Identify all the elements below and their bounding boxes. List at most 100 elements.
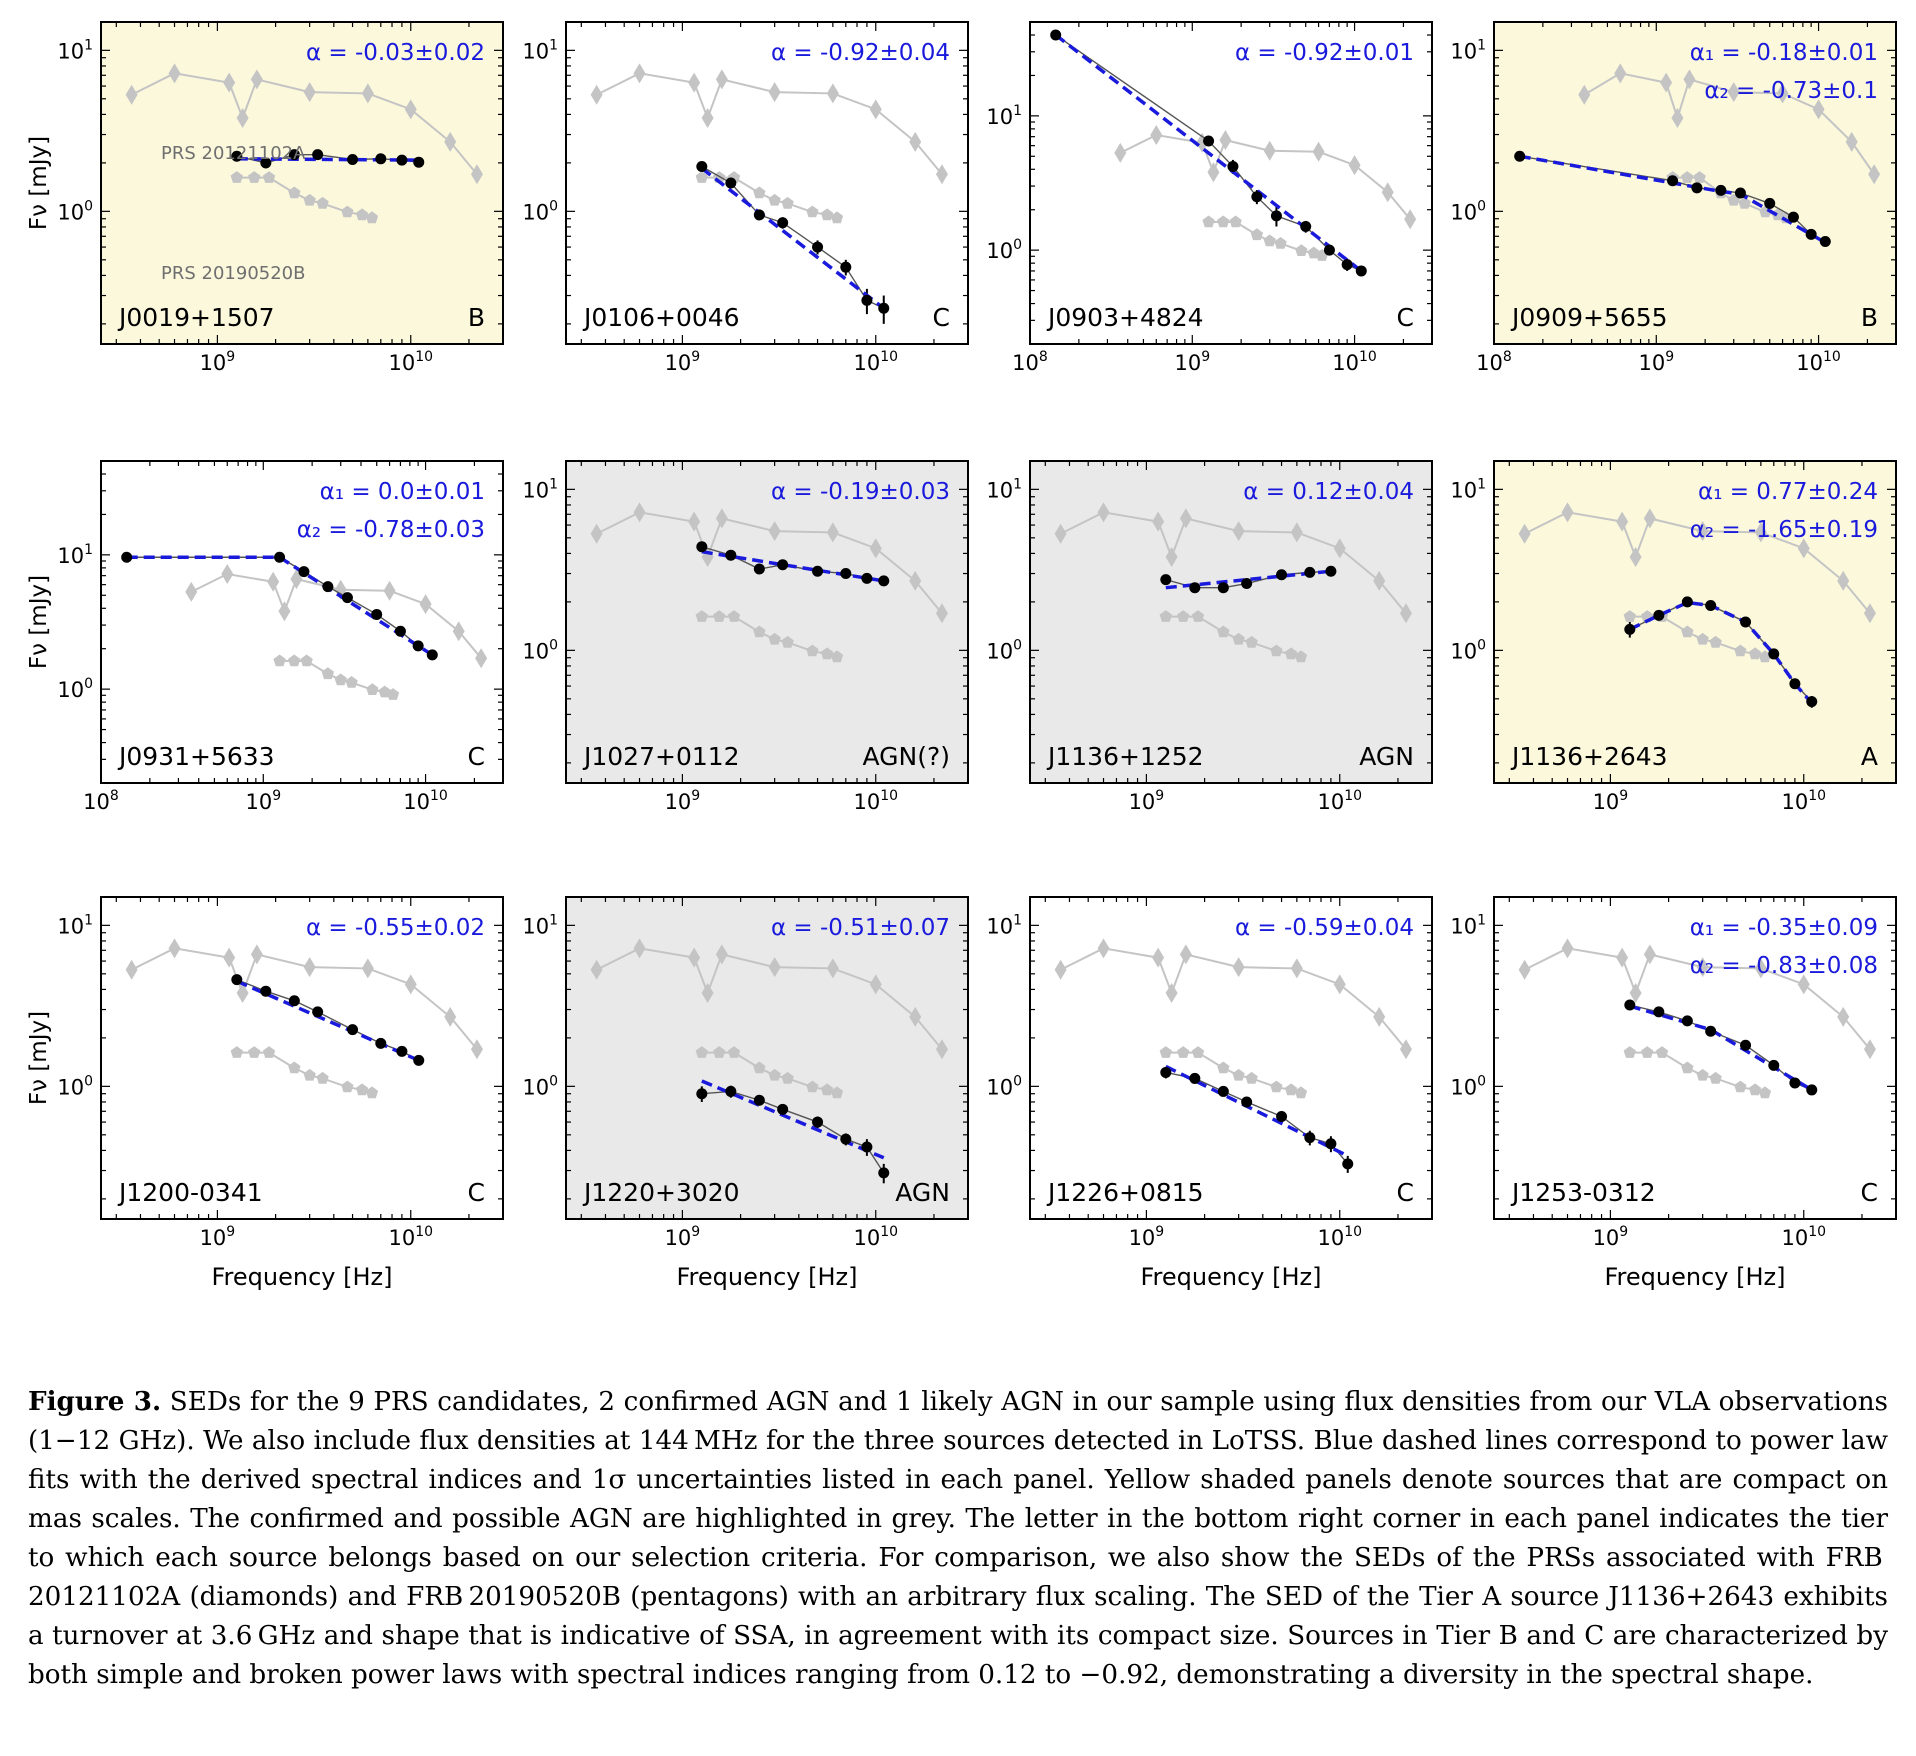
- sed-panel-j0106+0046: 109 1010 100 101 α = -0.92±0.04 J0106+0046 C: [522, 21, 969, 375]
- x-tick-label: 109: [1593, 788, 1629, 814]
- tier-label: C: [468, 742, 485, 771]
- x-tick-label: 109: [665, 788, 701, 814]
- panel-frame: [1029, 21, 1433, 345]
- ref-pentagon-marker: [262, 1046, 276, 1058]
- data-point: [1705, 599, 1717, 611]
- panel-data: [1054, 938, 1412, 1173]
- ref-diamond-marker: [1837, 570, 1850, 591]
- ref-diamond-marker: [444, 1006, 457, 1027]
- ref-diamond-marker: [1643, 944, 1656, 965]
- panel-background: [1494, 461, 1896, 783]
- data-point: [1217, 1085, 1229, 1097]
- x-tick-label: 109: [1129, 1224, 1165, 1250]
- ref-diamond-marker: [1812, 99, 1825, 120]
- ref-diamond-marker: [1561, 938, 1574, 959]
- y-tick-label: 100: [986, 637, 1022, 663]
- ref-sed-frb20121102a-line: [131, 947, 478, 1050]
- data-point: [1787, 211, 1799, 223]
- ref-diamond-marker: [223, 947, 236, 968]
- ref-pentagon-marker: [1709, 1071, 1722, 1084]
- panel-frame: [100, 896, 504, 1220]
- panel-background: [101, 897, 503, 1219]
- ref-diamond-marker: [935, 603, 948, 624]
- panel-background: [566, 461, 968, 783]
- ref-diamond-marker: [1054, 959, 1067, 980]
- data-point: [725, 549, 737, 561]
- data-point: [1160, 1066, 1172, 1078]
- source-name-label: J1200-0341: [117, 1178, 263, 1207]
- ref-pentagon-marker: [1245, 635, 1258, 648]
- ref-diamond-marker: [419, 594, 432, 615]
- ref-diamond-marker: [768, 521, 781, 542]
- panel-data: [1514, 63, 1881, 247]
- data-point: [1624, 623, 1636, 635]
- spectral-index-label: α₂ = -0.83±0.08: [1690, 953, 1878, 979]
- ref-pentagon-marker: [1232, 632, 1245, 645]
- panel-frame: [1493, 21, 1897, 345]
- data-point: [696, 1088, 708, 1100]
- data-point: [1251, 191, 1263, 203]
- ref-pentagon-marker: [1232, 1068, 1245, 1081]
- ref-diamond-marker: [688, 511, 701, 532]
- power-law-fit-line: [1054, 33, 1363, 273]
- data-point: [840, 261, 852, 273]
- y-tick-label: 101: [57, 37, 93, 63]
- ref-diamond-marker: [590, 959, 603, 980]
- x-tick-label: 108: [1476, 349, 1512, 375]
- tier-label: C: [933, 303, 950, 332]
- ref-diamond-marker: [1097, 502, 1110, 523]
- x-tick-label: 109: [200, 1224, 236, 1250]
- x-axis-label: Frequency [Hz]: [1605, 1263, 1786, 1291]
- ref-pentagon-marker: [820, 208, 834, 221]
- data-point: [1342, 1158, 1354, 1170]
- ref-label-frb20190520b: PRS 20190520B: [161, 263, 305, 284]
- ref-diamond-marker: [590, 523, 603, 544]
- y-tick-label: 100: [57, 198, 93, 224]
- data-point: [288, 149, 300, 161]
- ref-diamond-marker: [236, 108, 249, 129]
- ref-pentagon-marker: [1250, 228, 1263, 241]
- data-point: [777, 217, 789, 229]
- power-law-fit-line: [126, 555, 434, 657]
- ref-pentagon-marker: [1284, 647, 1298, 660]
- x-tick-label: 109: [665, 1224, 701, 1250]
- data-point: [1681, 1015, 1693, 1027]
- ref-pentagon-marker: [1270, 644, 1283, 657]
- ref-label-frb20121102a: PRS 20121102A: [161, 143, 306, 164]
- ref-diamond-marker: [1776, 83, 1789, 104]
- ref-pentagon-marker: [806, 644, 819, 657]
- ref-pentagon-marker: [1758, 650, 1772, 663]
- tier-label: C: [1397, 303, 1414, 332]
- power-law-fit-line: [701, 549, 885, 583]
- ref-diamond-marker: [1179, 508, 1192, 529]
- ref-pentagon-marker: [713, 1046, 726, 1058]
- tier-label: B: [468, 303, 485, 332]
- x-tick-label: 109: [245, 788, 281, 814]
- y-tick-label: 100: [1450, 198, 1486, 224]
- x-tick-label: 1010: [853, 788, 898, 814]
- ref-diamond-marker: [909, 1006, 922, 1027]
- panel-data: [1050, 29, 1417, 277]
- data-point: [394, 625, 406, 637]
- data-point: [1050, 29, 1062, 41]
- power-law-fit-line: [1629, 1004, 1813, 1092]
- ref-pentagon-marker: [366, 683, 379, 695]
- data-point: [347, 1024, 359, 1036]
- data-point: [753, 563, 765, 575]
- caption-text: SEDs for the 9 PRS candidates, 2 confirm…: [28, 1387, 1888, 1690]
- ref-pentagon-marker: [1177, 1046, 1190, 1058]
- source-name-label: J1253-0312: [1510, 1178, 1656, 1207]
- ref-diamond-marker: [1333, 974, 1346, 995]
- ref-pentagon-marker: [820, 647, 834, 660]
- spectral-index-label: α = -0.03±0.02: [306, 40, 485, 66]
- ref-diamond-marker: [1837, 1006, 1850, 1027]
- ref-pentagon-marker: [365, 211, 379, 224]
- sed-panel-j1136+2643: 109 1010 100 101 α₁ = 0.77±0.24 α₂ = -1.65±0.…: [1450, 460, 1897, 814]
- ref-pentagon-marker: [1159, 1046, 1172, 1058]
- ref-diamond-marker: [909, 570, 922, 591]
- x-tick-label: 109: [1593, 1224, 1629, 1250]
- ref-diamond-marker: [1616, 947, 1629, 968]
- ref-diamond-marker: [1868, 164, 1881, 185]
- ref-diamond-marker: [1518, 523, 1531, 544]
- ref-pentagon-marker: [1696, 632, 1709, 645]
